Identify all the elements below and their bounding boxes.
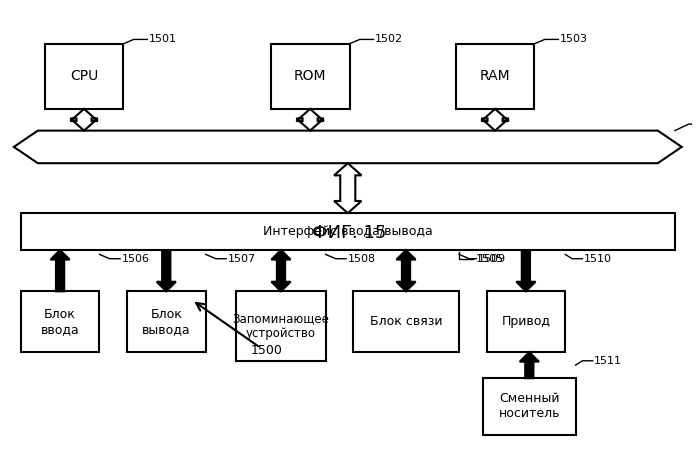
Polygon shape xyxy=(157,250,176,291)
Bar xyxy=(45,44,124,109)
Bar xyxy=(353,291,459,352)
Polygon shape xyxy=(396,250,416,291)
Bar xyxy=(21,291,99,352)
Text: 1501: 1501 xyxy=(149,35,177,44)
Text: Блок
вывода: Блок вывода xyxy=(142,308,191,336)
Text: Блок связи: Блок связи xyxy=(370,315,442,328)
Text: Запоминающее
устройство: Запоминающее устройство xyxy=(233,312,329,340)
Text: 1502: 1502 xyxy=(375,35,403,44)
Text: 1503: 1503 xyxy=(560,35,588,44)
Bar xyxy=(21,213,675,250)
Polygon shape xyxy=(50,250,70,291)
Text: 1508: 1508 xyxy=(347,254,375,264)
Text: CPU: CPU xyxy=(70,69,98,83)
Polygon shape xyxy=(71,109,98,131)
Text: Сменный
носитель: Сменный носитель xyxy=(498,392,560,420)
Text: Привод: Привод xyxy=(501,315,550,328)
Polygon shape xyxy=(482,109,509,131)
Polygon shape xyxy=(296,109,324,131)
Bar xyxy=(483,378,575,435)
Polygon shape xyxy=(334,163,361,213)
Text: Блок
ввода: Блок ввода xyxy=(41,308,80,336)
Bar xyxy=(236,291,326,361)
Text: Интерфейс ввода/вывода: Интерфейс ввода/вывода xyxy=(263,225,433,238)
Text: ФИГ. 15: ФИГ. 15 xyxy=(312,225,387,242)
Polygon shape xyxy=(14,131,682,163)
Bar xyxy=(487,291,565,352)
Text: ROM: ROM xyxy=(294,69,326,83)
Text: 1511: 1511 xyxy=(594,356,622,366)
Bar xyxy=(456,44,535,109)
Polygon shape xyxy=(517,250,535,291)
Bar xyxy=(271,44,350,109)
Text: 1506: 1506 xyxy=(122,254,150,264)
Text: 1505: 1505 xyxy=(476,254,504,264)
Text: 1500: 1500 xyxy=(250,344,282,357)
Bar xyxy=(127,291,206,352)
Text: 1510: 1510 xyxy=(584,254,612,264)
Text: 1509: 1509 xyxy=(477,254,505,264)
Text: RAM: RAM xyxy=(480,69,510,83)
Polygon shape xyxy=(520,352,539,378)
Polygon shape xyxy=(271,250,291,291)
Text: 1507: 1507 xyxy=(228,254,256,264)
